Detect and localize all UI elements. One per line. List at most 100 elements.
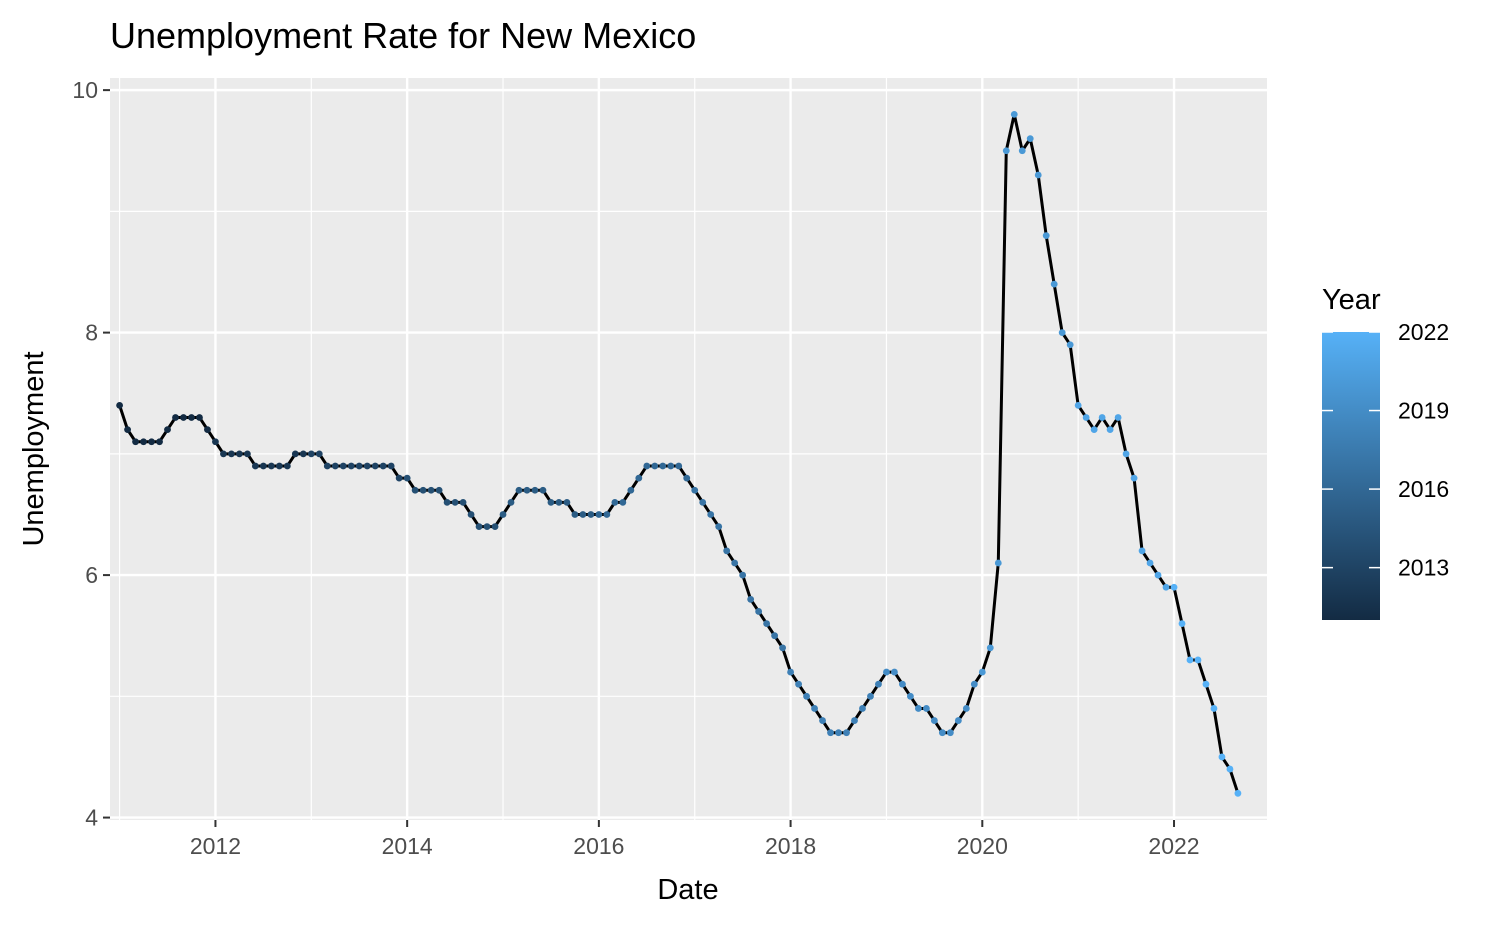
data-point (827, 729, 834, 737)
data-point (1082, 414, 1090, 421)
legend-label: 2013 (1398, 555, 1449, 581)
data-point (715, 523, 723, 530)
data-point (835, 729, 842, 737)
data-point (435, 486, 443, 494)
data-point (986, 644, 994, 652)
data-point (148, 438, 155, 446)
data-point (946, 729, 954, 737)
data-point (603, 511, 611, 518)
data-point (731, 559, 739, 567)
data-point (851, 717, 858, 724)
data-point (938, 729, 946, 737)
data-point (611, 498, 619, 506)
data-point (124, 426, 131, 433)
data-point (315, 450, 323, 458)
data-point (803, 692, 810, 700)
data-point (667, 462, 675, 470)
data-point (236, 450, 243, 458)
data-point (1026, 135, 1034, 143)
legend-title: Year (1322, 284, 1381, 316)
data-point (771, 632, 779, 640)
data-point (307, 450, 315, 458)
data-point (1186, 656, 1194, 664)
y-axis-title: Unemployment (18, 351, 50, 546)
data-point (459, 498, 467, 506)
data-point (1218, 753, 1226, 761)
data-points (116, 110, 1242, 797)
data-point (1098, 414, 1106, 421)
data-point (475, 523, 483, 530)
data-point (1146, 559, 1154, 567)
data-point (1106, 426, 1114, 433)
data-point (355, 462, 363, 470)
data-point (1018, 147, 1026, 155)
chart-title: Unemployment Rate for New Mexico (110, 15, 696, 56)
data-point (779, 644, 786, 652)
data-point (755, 608, 763, 615)
data-point (259, 462, 267, 470)
data-point (339, 462, 347, 470)
data-point (1042, 232, 1050, 240)
data-point (267, 462, 275, 470)
data-point (499, 511, 507, 518)
legend-ticks: 2022 2019 2016 2013 (1322, 319, 1449, 581)
data-point (180, 414, 187, 421)
data-point (212, 438, 219, 446)
data-point (371, 462, 379, 470)
plot-panel (110, 78, 1267, 820)
data-point (531, 486, 539, 494)
data-point (283, 462, 291, 470)
x-axis-title: Date (657, 874, 718, 906)
y-axis-ticks: 4 6 8 10 (72, 77, 110, 831)
data-point (172, 414, 179, 421)
data-point (156, 438, 163, 446)
y-tick-label: 4 (85, 805, 98, 831)
data-point (571, 511, 579, 518)
data-point (323, 462, 331, 470)
data-point (299, 450, 307, 458)
data-point (411, 486, 419, 494)
y-tick-label: 8 (85, 320, 98, 346)
data-point (683, 474, 691, 482)
data-point (555, 498, 563, 506)
data-point (1178, 620, 1186, 627)
data-point (483, 523, 491, 530)
data-point (763, 620, 771, 627)
data-point (1122, 450, 1130, 458)
x-tick-label: 2022 (1148, 833, 1199, 859)
data-point (228, 450, 235, 458)
data-point (563, 498, 571, 506)
data-point (707, 511, 715, 518)
data-point (443, 498, 451, 506)
data-point (1130, 474, 1138, 482)
data-point (675, 462, 683, 470)
data-point (907, 692, 914, 700)
data-point (491, 523, 499, 530)
data-point (795, 680, 802, 688)
x-axis-ticks: 2012 2014 2016 2018 2020 2022 (190, 820, 1200, 859)
data-point (419, 486, 427, 494)
data-point (395, 474, 403, 482)
data-point (635, 474, 643, 482)
data-point (723, 547, 731, 555)
data-point (523, 486, 531, 494)
data-point (1170, 583, 1178, 591)
data-point (595, 511, 603, 518)
data-point (962, 705, 970, 712)
data-point (699, 498, 707, 506)
data-point (1002, 147, 1010, 155)
data-point (1058, 329, 1066, 337)
data-point (196, 414, 203, 421)
data-point (140, 438, 147, 446)
x-tick-label: 2016 (573, 833, 624, 859)
data-point (1194, 656, 1202, 664)
data-point (291, 450, 299, 458)
data-point (1210, 705, 1218, 712)
y-tick-label: 6 (85, 562, 98, 588)
data-point (1090, 426, 1098, 433)
data-point (244, 450, 251, 458)
data-point (619, 498, 627, 506)
x-tick-label: 2020 (957, 833, 1008, 859)
data-point (819, 717, 826, 724)
data-point (331, 462, 339, 470)
